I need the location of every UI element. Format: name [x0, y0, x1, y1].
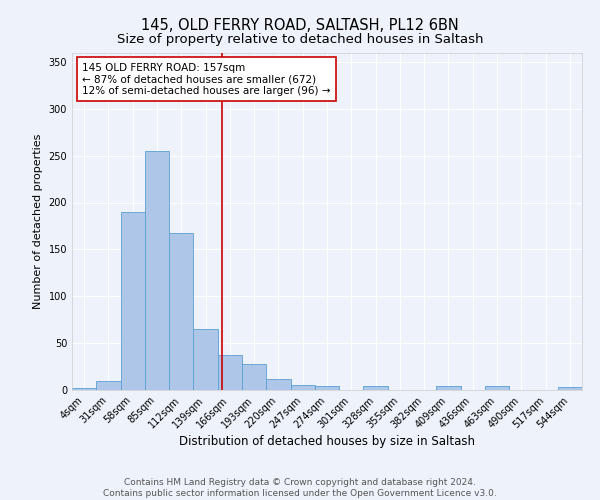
Bar	[290, 386, 315, 390]
Bar	[266, 379, 290, 390]
Text: Size of property relative to detached houses in Saltash: Size of property relative to detached ho…	[117, 32, 483, 46]
Bar	[218, 356, 242, 390]
Bar	[485, 386, 509, 390]
Bar	[242, 364, 266, 390]
Bar	[364, 386, 388, 390]
Bar	[145, 151, 169, 390]
Text: Contains HM Land Registry data © Crown copyright and database right 2024.
Contai: Contains HM Land Registry data © Crown c…	[103, 478, 497, 498]
Bar	[436, 386, 461, 390]
Y-axis label: Number of detached properties: Number of detached properties	[33, 134, 43, 309]
Bar	[315, 386, 339, 390]
Bar	[96, 380, 121, 390]
Bar	[72, 388, 96, 390]
Bar	[169, 234, 193, 390]
X-axis label: Distribution of detached houses by size in Saltash: Distribution of detached houses by size …	[179, 436, 475, 448]
Bar	[193, 329, 218, 390]
Bar	[121, 212, 145, 390]
Text: 145 OLD FERRY ROAD: 157sqm
← 87% of detached houses are smaller (672)
12% of sem: 145 OLD FERRY ROAD: 157sqm ← 87% of deta…	[82, 62, 331, 96]
Bar	[558, 387, 582, 390]
Text: 145, OLD FERRY ROAD, SALTASH, PL12 6BN: 145, OLD FERRY ROAD, SALTASH, PL12 6BN	[141, 18, 459, 32]
